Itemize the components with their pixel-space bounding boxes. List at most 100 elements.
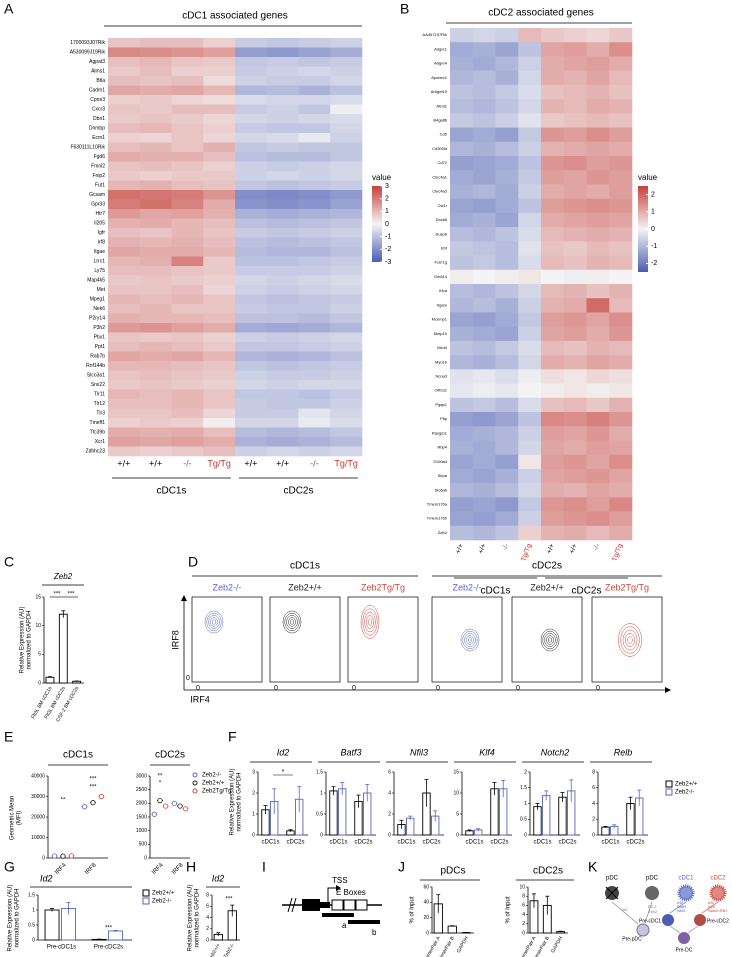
y-axis-label: normalized to GAPDH — [15, 888, 21, 947]
heatmap-cell — [563, 156, 587, 171]
heatmap-cell — [139, 437, 172, 447]
plot-label: Zeb2-/- — [452, 582, 481, 592]
gene-label: Lrrc1 — [94, 259, 106, 265]
heatmap-cell — [563, 198, 587, 214]
heatmap-cell — [298, 152, 331, 162]
heatmap-cell — [203, 142, 236, 153]
heatmap-cell — [586, 198, 610, 214]
heatmap-cell — [541, 70, 565, 86]
heatmap-cell — [609, 312, 633, 327]
heatmap-cell — [235, 66, 268, 77]
heatmap-cell — [330, 114, 363, 124]
y-axis-label: % of Input — [506, 896, 512, 923]
column-label: Tg/Tg — [520, 543, 533, 563]
heatmap-cell — [541, 312, 565, 327]
gene-label: A530099J19Rik — [70, 50, 106, 56]
legend-tick-label: 0 — [651, 226, 655, 233]
heatmap-cell — [586, 255, 610, 271]
heatmap-cell — [108, 142, 141, 153]
panel-letter: J — [398, 859, 405, 875]
heatmap-cell — [298, 57, 331, 67]
heatmap-cell — [330, 38, 363, 48]
contour — [627, 636, 633, 644]
heatmap-cell — [586, 369, 610, 384]
heatmap-cell — [235, 370, 268, 381]
heatmap-cell — [108, 332, 141, 343]
significance: *** — [225, 897, 233, 903]
heatmap-cell — [108, 237, 141, 248]
heatmap-cell — [171, 218, 204, 229]
heatmap-cell — [586, 397, 610, 413]
heatmap-cell — [203, 123, 236, 134]
x-tick-label: Pre-cDC1s — [47, 945, 76, 951]
heatmap-cell — [266, 161, 299, 172]
axis-tick-label: 0 — [186, 675, 190, 682]
heatmap-cell — [330, 218, 363, 229]
contour — [547, 637, 553, 643]
heatmap-cell — [330, 275, 363, 286]
heatmap-cell — [171, 38, 204, 48]
heatmap-cell — [609, 212, 633, 228]
heatmap-cell — [203, 85, 236, 96]
heatmap-cell — [563, 255, 587, 271]
heatmap-cell — [139, 266, 172, 276]
heatmap-cell — [171, 133, 204, 143]
heatmap-cell — [472, 312, 496, 327]
contour — [464, 633, 476, 647]
heatmap-cell — [472, 298, 496, 313]
y-tick-label: 1000 — [136, 828, 147, 834]
heatmap-cell — [171, 57, 204, 67]
heatmap-cell — [495, 340, 519, 356]
cell-label: Pre-cDC2 — [707, 918, 729, 924]
heatmap-cell — [108, 38, 141, 48]
axis-tick-label: 0 — [196, 685, 200, 692]
heatmap-cell — [235, 275, 268, 286]
heatmap-cell — [203, 114, 236, 124]
heatmap-cell — [171, 380, 204, 390]
heatmap-cell — [266, 104, 299, 115]
group-label: cDC1s — [480, 586, 510, 597]
gene-label: Fgd6 — [94, 154, 106, 160]
heatmap-cell — [298, 123, 331, 134]
heatmap-cell — [450, 468, 474, 484]
heatmap-cell — [203, 133, 236, 143]
factor-label: Notch-RBJ — [708, 908, 727, 913]
y-tick-label: 2 — [252, 790, 255, 796]
heatmap-cell — [171, 209, 204, 219]
heatmap-cell — [563, 42, 587, 57]
heatmap-cell — [235, 57, 268, 67]
heatmap-cell — [266, 66, 299, 77]
bar — [533, 806, 542, 836]
heatmap-cell — [495, 70, 519, 86]
x-tick-label: cDC1s — [261, 840, 279, 846]
y-tick-label: 2 — [522, 921, 525, 927]
heatmap-cell — [203, 180, 236, 191]
tss-label: TSS — [332, 876, 348, 885]
heatmap-cell — [495, 383, 519, 399]
heatmap-cell — [108, 123, 141, 134]
y-tick-label: 2 — [592, 817, 595, 823]
heatmap-cell — [235, 247, 268, 257]
heatmap-cell — [450, 412, 474, 427]
column-label: -/- — [502, 542, 511, 551]
mean-dot — [68, 853, 75, 859]
heatmap-cell — [203, 313, 236, 324]
heatmap-cell — [518, 184, 542, 199]
heatmap-cell — [298, 256, 331, 267]
contour — [462, 630, 478, 650]
gene-label: Mmp10 — [434, 331, 448, 336]
contour — [284, 612, 300, 632]
heatmap-cell — [171, 351, 204, 362]
gene-label: Clec4a3 — [432, 189, 447, 194]
heatmap-cell — [139, 142, 172, 153]
heatmap-cell — [203, 228, 236, 238]
heatmap-cell — [586, 497, 610, 512]
y-axis-label: (MFI) — [17, 811, 23, 825]
heatmap-cell — [518, 284, 542, 299]
heatmap-cell — [563, 84, 587, 100]
heatmap-cell — [563, 212, 587, 228]
heatmap-cell — [235, 142, 268, 153]
plot-title: Batf3 — [340, 747, 361, 757]
heatmap-cell — [330, 171, 363, 181]
cell-label: Pre-cDC1 — [639, 918, 661, 924]
